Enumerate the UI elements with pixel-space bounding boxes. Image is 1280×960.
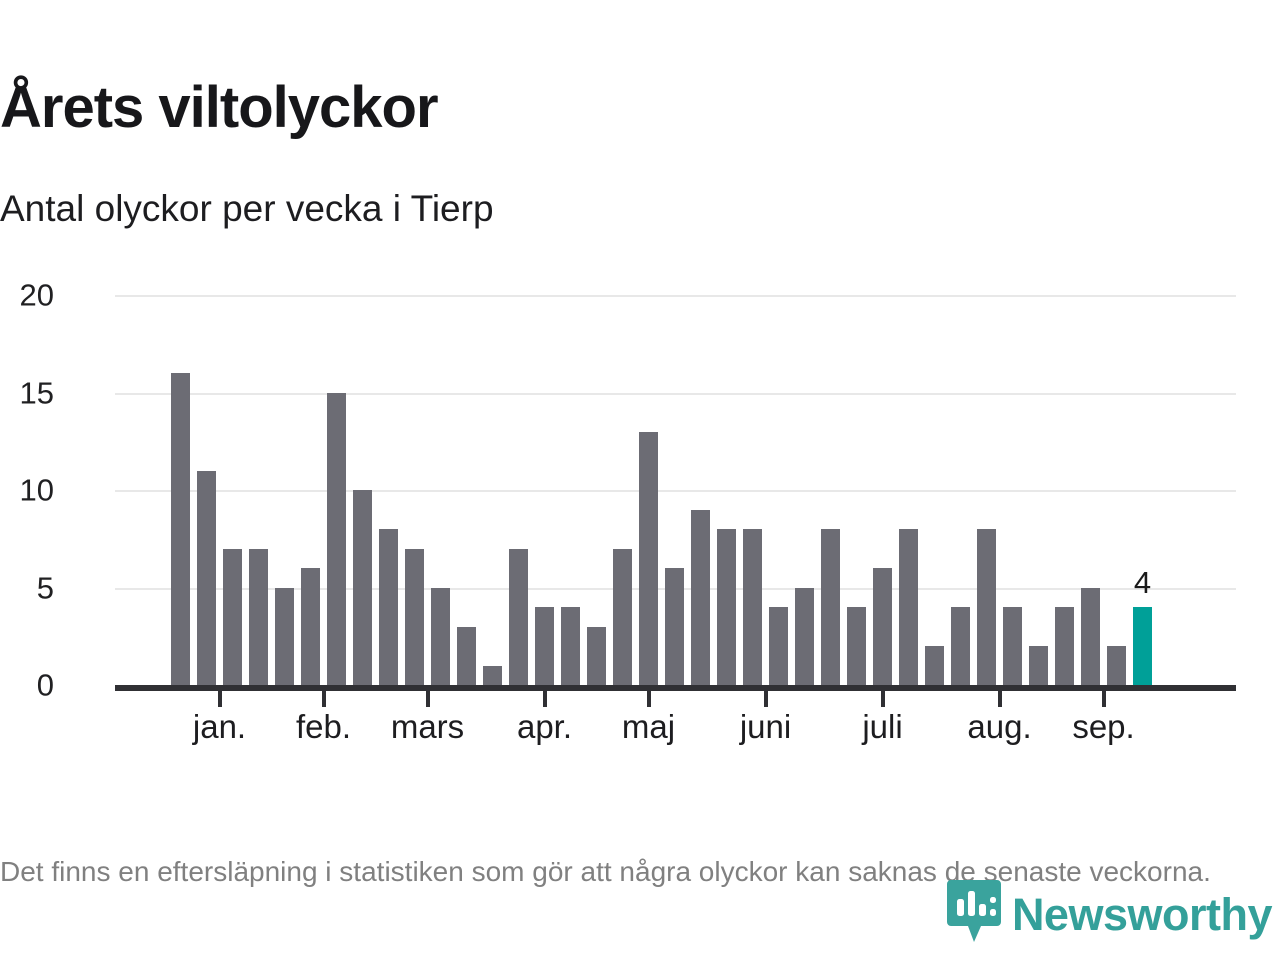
x-axis-tick	[321, 691, 326, 707]
x-axis-tick-label: juli	[862, 708, 903, 745]
bar-chart-pin-icon	[945, 878, 1003, 951]
x-axis-tick-label: aug.	[967, 708, 1032, 745]
gridline-20	[115, 295, 1236, 297]
bar[interactable]	[223, 548, 242, 685]
bar-value-label: 4	[1133, 565, 1152, 600]
x-axis-tick	[542, 691, 547, 707]
x-axis-tick-label: apr.	[516, 708, 573, 745]
x-axis-tick	[1101, 691, 1106, 707]
bar[interactable]	[873, 568, 892, 685]
bar[interactable]	[249, 548, 268, 685]
bar[interactable]	[535, 607, 554, 685]
bar[interactable]	[561, 607, 580, 685]
footnote: Det finns en eftersläpning i statistiken…	[0, 856, 1211, 887]
bar[interactable]	[353, 490, 372, 685]
x-axis-tick	[997, 691, 1002, 707]
bar[interactable]	[1029, 646, 1048, 685]
x-axis-tick	[880, 691, 885, 707]
y-axis-tick-label: 15	[19, 375, 54, 410]
bar[interactable]	[301, 568, 320, 685]
bar[interactable]	[951, 607, 970, 685]
bar[interactable]	[483, 665, 502, 685]
bar[interactable]	[639, 431, 658, 685]
bar[interactable]	[1055, 607, 1074, 685]
bar[interactable]	[691, 509, 710, 685]
x-axis-tick-label: feb.	[295, 708, 352, 745]
bar[interactable]	[275, 587, 294, 685]
gridline-10	[115, 490, 1236, 492]
bar[interactable]	[457, 626, 476, 685]
y-axis-tick-label: 0	[36, 667, 54, 703]
bar[interactable]	[509, 548, 528, 685]
chart-subtitle: Antal olyckor per vecka i Tierp	[0, 188, 494, 229]
bar-series	[115, 295, 1236, 685]
x-axis-tick	[217, 691, 222, 707]
newsworthy-logo: Newsworthy	[945, 878, 1273, 951]
bar[interactable]	[171, 373, 190, 685]
x-axis-tick-label: maj	[621, 708, 676, 745]
x-axis-tick-label: jan.	[192, 708, 247, 745]
bar[interactable]	[1081, 587, 1100, 685]
bar[interactable]	[899, 529, 918, 685]
plot-area: 0 5 10 15 20 4	[20, 280, 1236, 701]
bar[interactable]	[613, 548, 632, 685]
x-axis-line	[115, 685, 1236, 691]
x-axis-tick	[646, 691, 651, 707]
bar[interactable]	[821, 529, 840, 685]
bar[interactable]	[717, 529, 736, 685]
bar[interactable]	[197, 470, 216, 685]
bar[interactable]	[1003, 607, 1022, 685]
y-axis-tick-label: 10	[19, 472, 54, 508]
gridline-15	[115, 392, 1236, 395]
bar[interactable]	[665, 568, 684, 685]
bar[interactable]	[847, 607, 866, 685]
x-axis-tick	[425, 691, 430, 707]
bar[interactable]	[977, 529, 996, 685]
bar[interactable]	[925, 646, 944, 685]
y-axis-tick-label: 5	[36, 570, 54, 605]
x-axis-tick	[763, 691, 768, 707]
bar[interactable]	[379, 529, 398, 685]
bar[interactable]	[587, 626, 606, 685]
x-axis-tick-label: mars	[390, 708, 465, 745]
page-title: Årets viltolyckor	[0, 74, 439, 140]
bar[interactable]	[795, 587, 814, 685]
x-axis-tick-label: sep.	[1072, 708, 1135, 745]
bar[interactable]	[1133, 607, 1152, 685]
bar[interactable]	[327, 392, 346, 685]
bar[interactable]	[405, 548, 424, 685]
y-axis-tick-label: 20	[19, 277, 54, 313]
bar[interactable]	[1107, 646, 1126, 685]
bar[interactable]	[769, 607, 788, 685]
bar[interactable]	[743, 529, 762, 685]
logo-wordmark: Newsworthy	[1011, 889, 1273, 940]
x-axis-tick-label: juni	[739, 708, 792, 745]
bar[interactable]	[431, 587, 450, 685]
bar-chart: 0 5 10 15 20 4 jan. feb. mars apr. maj juni juli au…	[0, 270, 1280, 770]
